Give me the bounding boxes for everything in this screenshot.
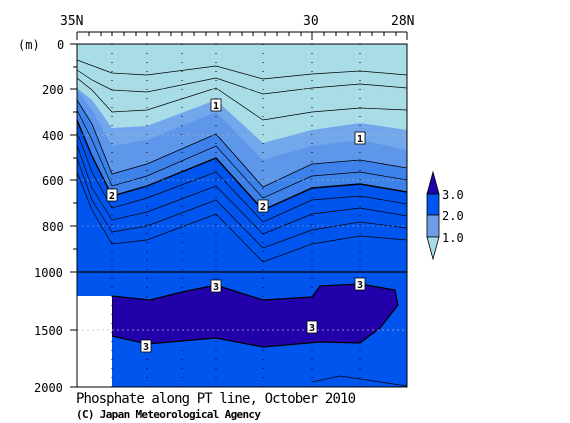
x-tick-label-28n: 28N bbox=[391, 14, 414, 29]
plot-frame bbox=[76, 43, 408, 388]
colorbar-top-cap bbox=[426, 170, 440, 195]
chart-credit: (C) Japan Meteorological Agency bbox=[76, 408, 261, 421]
contour-label-1a: 1 bbox=[210, 98, 222, 112]
band-over-3 bbox=[111, 283, 399, 348]
contour-fill-layer bbox=[77, 44, 407, 387]
contour-label-2a: 2 bbox=[106, 188, 118, 202]
y-tick-label-0: 0 bbox=[57, 38, 64, 52]
contour-labels: 1 1 2 2 3 3 3 3 bbox=[106, 98, 366, 353]
svg-text:2: 2 bbox=[109, 191, 115, 202]
chart-title: Phosphate along PT line, October 2010 bbox=[76, 391, 356, 407]
contour-label-3d: 3 bbox=[140, 339, 152, 353]
y-tick-label-400: 400 bbox=[42, 129, 64, 143]
colorbar-band-2-3 bbox=[426, 193, 440, 216]
x-tick-label-35n: 35N bbox=[60, 14, 83, 29]
y-tick-label-800: 800 bbox=[42, 220, 64, 234]
no-data-mask bbox=[77, 296, 112, 387]
y-tick-label-200: 200 bbox=[42, 83, 64, 97]
contour-label-1b: 1 bbox=[354, 131, 366, 145]
y-tick-label-2000: 2000 bbox=[34, 381, 63, 395]
left-axis: (m) 0 200 400 600 800 1000 1500 2000 bbox=[18, 38, 77, 395]
svg-text:3: 3 bbox=[213, 282, 219, 293]
contour-lines bbox=[77, 59, 407, 387]
reference-gridlines bbox=[77, 88, 407, 331]
svg-text:1: 1 bbox=[357, 134, 363, 145]
station-markers bbox=[111, 44, 361, 387]
contour-label-2b: 2 bbox=[257, 199, 269, 213]
colorbar-bottom-cap bbox=[426, 236, 440, 261]
y-tick-label-1500: 1500 bbox=[34, 324, 63, 338]
contour-label-3b: 3 bbox=[354, 277, 366, 291]
svg-text:2: 2 bbox=[260, 202, 266, 213]
colorbar-label-3-0: 3.0 bbox=[442, 188, 464, 202]
y-tick-label-600: 600 bbox=[42, 174, 64, 188]
svg-text:3: 3 bbox=[309, 323, 315, 334]
contour-label-3c: 3 bbox=[306, 320, 318, 334]
colorbar: 3.0 2.0 1.0 bbox=[426, 170, 464, 261]
x-tick-label-30: 30 bbox=[303, 14, 319, 29]
colorbar-band-1-2 bbox=[426, 214, 440, 238]
colorbar-label-2-0: 2.0 bbox=[442, 209, 464, 223]
colorbar-label-1-0: 1.0 bbox=[442, 231, 464, 245]
contour-label-3a: 3 bbox=[210, 279, 222, 293]
band-under-1 bbox=[77, 44, 407, 143]
svg-text:3: 3 bbox=[143, 342, 149, 353]
y-tick-label-1000: 1000 bbox=[34, 266, 63, 280]
y-unit-label: (m) bbox=[18, 38, 40, 52]
top-axis: 35N 30 28N bbox=[60, 14, 414, 40]
svg-text:1: 1 bbox=[213, 101, 219, 112]
svg-text:3: 3 bbox=[357, 280, 363, 291]
